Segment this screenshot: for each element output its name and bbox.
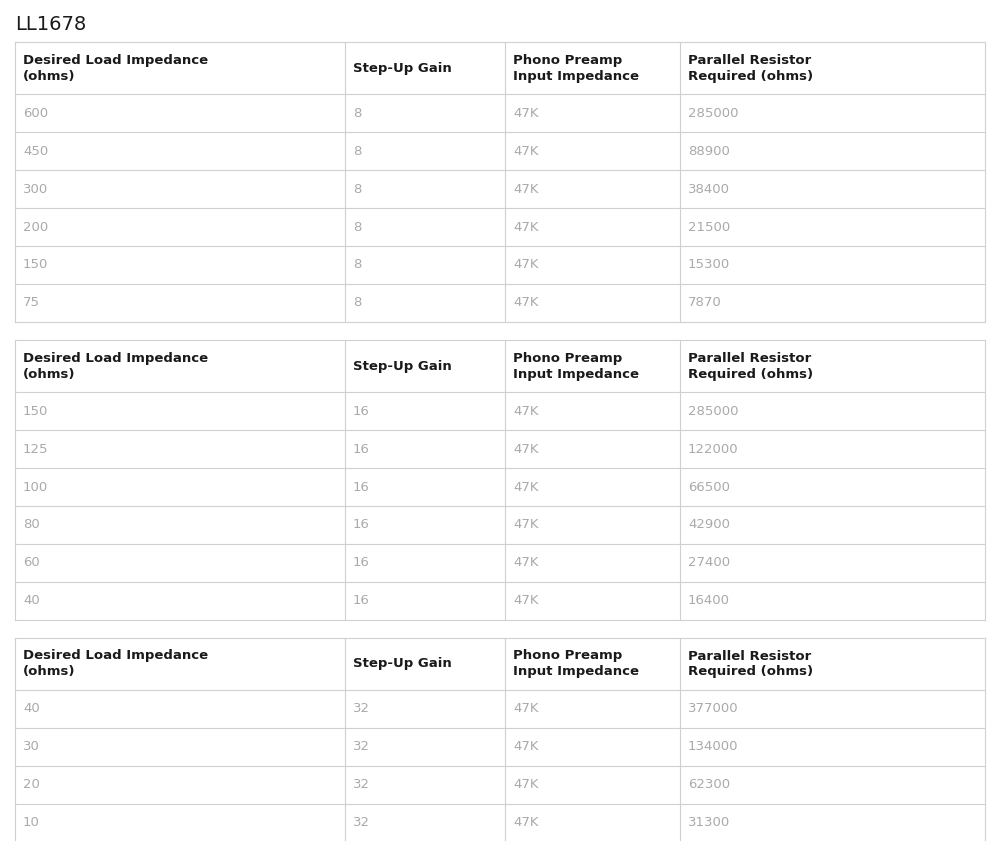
Text: 8: 8 xyxy=(353,297,361,309)
Text: 47K: 47K xyxy=(513,480,538,494)
Text: 21500: 21500 xyxy=(688,220,730,234)
Text: 47K: 47K xyxy=(513,405,538,417)
Text: 47K: 47K xyxy=(513,595,538,607)
Text: 150: 150 xyxy=(23,405,48,417)
Text: 8: 8 xyxy=(353,258,361,272)
Text: 47K: 47K xyxy=(513,442,538,456)
Text: 47K: 47K xyxy=(513,145,538,157)
Text: 47K: 47K xyxy=(513,297,538,309)
Bar xyxy=(15,42,985,94)
Text: 16: 16 xyxy=(353,519,370,532)
Bar xyxy=(15,582,985,620)
Bar xyxy=(15,638,985,690)
Text: 7870: 7870 xyxy=(688,297,722,309)
Bar xyxy=(15,506,985,544)
Text: Desired Load Impedance
(ohms): Desired Load Impedance (ohms) xyxy=(23,352,208,380)
Text: 47K: 47K xyxy=(513,779,538,791)
Text: 16: 16 xyxy=(353,595,370,607)
Bar xyxy=(15,766,985,804)
Text: 16: 16 xyxy=(353,557,370,569)
Text: 450: 450 xyxy=(23,145,48,157)
Text: 40: 40 xyxy=(23,702,40,716)
Text: 32: 32 xyxy=(353,702,370,716)
Text: 47K: 47K xyxy=(513,740,538,754)
Text: 16: 16 xyxy=(353,442,370,456)
Text: 47K: 47K xyxy=(513,258,538,272)
Text: 30: 30 xyxy=(23,740,40,754)
Text: 285000: 285000 xyxy=(688,405,738,417)
Text: 31300: 31300 xyxy=(688,817,730,829)
Text: Parallel Resistor
Required (ohms): Parallel Resistor Required (ohms) xyxy=(688,649,813,679)
Text: 88900: 88900 xyxy=(688,145,730,157)
Text: 8: 8 xyxy=(353,220,361,234)
Text: 16400: 16400 xyxy=(688,595,730,607)
Text: Step-Up Gain: Step-Up Gain xyxy=(353,61,452,75)
Text: 285000: 285000 xyxy=(688,107,738,119)
Text: 10: 10 xyxy=(23,817,40,829)
Text: 32: 32 xyxy=(353,779,370,791)
Text: Parallel Resistor
Required (ohms): Parallel Resistor Required (ohms) xyxy=(688,54,813,82)
Text: 40: 40 xyxy=(23,595,40,607)
Text: 15300: 15300 xyxy=(688,258,730,272)
Text: 60: 60 xyxy=(23,557,40,569)
Bar xyxy=(15,728,985,766)
Text: 47K: 47K xyxy=(513,220,538,234)
Bar xyxy=(15,340,985,392)
Bar xyxy=(15,690,985,728)
Text: 47K: 47K xyxy=(513,519,538,532)
Bar xyxy=(15,392,985,430)
Text: 16: 16 xyxy=(353,405,370,417)
Bar xyxy=(15,246,985,284)
Text: 8: 8 xyxy=(353,145,361,157)
Text: Step-Up Gain: Step-Up Gain xyxy=(353,359,452,373)
Text: 377000: 377000 xyxy=(688,702,739,716)
Text: LL1678: LL1678 xyxy=(15,15,86,34)
Bar xyxy=(15,208,985,246)
Bar xyxy=(15,284,985,322)
Bar xyxy=(15,94,985,132)
Text: 600: 600 xyxy=(23,107,48,119)
Text: 38400: 38400 xyxy=(688,182,730,195)
Text: Phono Preamp
Input Impedance: Phono Preamp Input Impedance xyxy=(513,649,639,679)
Text: 16: 16 xyxy=(353,480,370,494)
Bar xyxy=(15,468,985,506)
Text: 300: 300 xyxy=(23,182,48,195)
Text: 66500: 66500 xyxy=(688,480,730,494)
Text: 100: 100 xyxy=(23,480,48,494)
Text: Step-Up Gain: Step-Up Gain xyxy=(353,658,452,670)
Text: 42900: 42900 xyxy=(688,519,730,532)
Text: Phono Preamp
Input Impedance: Phono Preamp Input Impedance xyxy=(513,352,639,380)
Text: 125: 125 xyxy=(23,442,48,456)
Bar xyxy=(15,544,985,582)
Text: Desired Load Impedance
(ohms): Desired Load Impedance (ohms) xyxy=(23,54,208,82)
Text: 134000: 134000 xyxy=(688,740,738,754)
Text: 47K: 47K xyxy=(513,557,538,569)
Text: 47K: 47K xyxy=(513,182,538,195)
Text: 20: 20 xyxy=(23,779,40,791)
Text: Phono Preamp
Input Impedance: Phono Preamp Input Impedance xyxy=(513,54,639,82)
Text: 200: 200 xyxy=(23,220,48,234)
Text: 75: 75 xyxy=(23,297,40,309)
Text: 8: 8 xyxy=(353,182,361,195)
Text: Parallel Resistor
Required (ohms): Parallel Resistor Required (ohms) xyxy=(688,352,813,380)
Text: 47K: 47K xyxy=(513,107,538,119)
Text: 47K: 47K xyxy=(513,702,538,716)
Bar xyxy=(15,170,985,208)
Text: Desired Load Impedance
(ohms): Desired Load Impedance (ohms) xyxy=(23,649,208,679)
Text: 122000: 122000 xyxy=(688,442,739,456)
Text: 150: 150 xyxy=(23,258,48,272)
Text: 32: 32 xyxy=(353,817,370,829)
Text: 47K: 47K xyxy=(513,817,538,829)
Text: 8: 8 xyxy=(353,107,361,119)
Text: 62300: 62300 xyxy=(688,779,730,791)
Text: 80: 80 xyxy=(23,519,40,532)
Text: 32: 32 xyxy=(353,740,370,754)
Bar xyxy=(15,132,985,170)
Bar xyxy=(15,430,985,468)
Text: 27400: 27400 xyxy=(688,557,730,569)
Bar xyxy=(15,804,985,841)
